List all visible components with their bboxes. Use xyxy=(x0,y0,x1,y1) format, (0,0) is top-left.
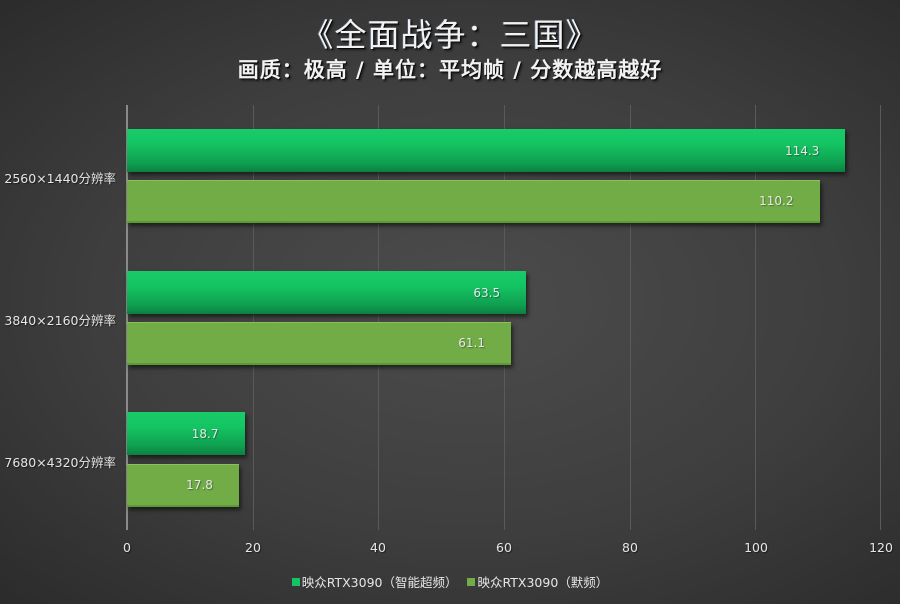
legend-item-oc[interactable]: 映众RTX3090（智能超频） xyxy=(291,572,458,591)
x-tick-label: 80 xyxy=(622,540,638,555)
bar-value-label: 63.5 xyxy=(473,285,501,300)
x-tick-label: 120 xyxy=(869,540,893,555)
bar-value-label: 18.7 xyxy=(191,426,219,441)
bar-value-label: 110.2 xyxy=(759,194,794,208)
bar-value-label: 17.8 xyxy=(186,478,213,492)
legend-swatch-icon xyxy=(291,577,300,586)
bar-7680-oc[interactable]: 18.7 xyxy=(127,412,245,455)
category-label-2560: 2560×1440分辨率 xyxy=(4,171,116,186)
x-tick-label: 20 xyxy=(245,540,261,555)
chart-title: 《全面战争：三国》 xyxy=(301,16,599,54)
bar-3840-oc[interactable]: 63.5 xyxy=(127,271,527,314)
legend-label: 映众RTX3090（智能超频） xyxy=(301,575,458,590)
legend: 映众RTX3090（智能超频） 映众RTX3090（默频） xyxy=(0,572,900,591)
x-tick-label: 40 xyxy=(370,540,386,555)
bar-7680-default[interactable]: 17.8 xyxy=(127,464,239,507)
bar-value-label: 61.1 xyxy=(458,336,485,350)
gridline-80 xyxy=(629,105,631,530)
chart-subtitle: 画质：极高 / 单位：平均帧 / 分数越高越好 xyxy=(237,58,663,82)
plot-area: 114.3 110.2 63.5 61.1 18.7 17.8 xyxy=(126,105,881,530)
gridline-120 xyxy=(880,105,881,530)
legend-swatch-icon xyxy=(467,577,476,586)
bar-value-label: 114.3 xyxy=(784,143,820,158)
gridline-20 xyxy=(252,105,254,530)
bar-3840-default[interactable]: 61.1 xyxy=(127,322,511,365)
gridline-40 xyxy=(378,105,380,530)
category-label-7680: 7680×4320分辨率 xyxy=(4,455,116,470)
gridline-100 xyxy=(755,105,757,530)
bar-2560-default[interactable]: 110.2 xyxy=(127,180,820,223)
legend-label: 映众RTX3090（默频） xyxy=(477,575,609,590)
x-tick-label: 0 xyxy=(123,540,131,555)
category-label-3840: 3840×2160分辨率 xyxy=(4,313,116,328)
x-tick-label: 60 xyxy=(496,540,512,555)
legend-item-default[interactable]: 映众RTX3090（默频） xyxy=(467,572,608,591)
bar-2560-oc[interactable]: 114.3 xyxy=(127,129,846,172)
y-axis-line xyxy=(126,105,128,530)
x-tick-label: 100 xyxy=(744,540,768,555)
gridline-60 xyxy=(504,105,505,530)
